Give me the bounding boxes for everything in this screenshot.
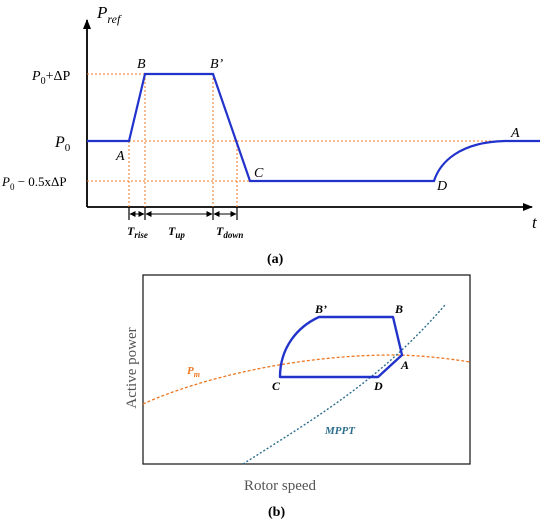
mppt-curve-label: MPPT [324,425,356,437]
b-y-axis-label: Active power [124,327,140,408]
panel-b: Pm MPPT B’ B A C D Active power Rotor sp… [124,274,471,520]
point-label-A-start: A [115,149,125,164]
operating-trajectory [278,315,404,379]
y-axis-label: Pref [96,3,122,26]
b-point-label-C: C [272,379,281,393]
interval-label-down: Tdown [216,224,243,240]
b-point-label-A: A [400,358,409,372]
b-point-label-B: B [394,302,403,316]
caption-a: (a) [267,252,284,267]
level-upper-label: P0+ΔP [31,69,70,87]
power-reference-curve [87,72,540,183]
pm-curve [142,354,471,405]
mppt-curve [242,304,446,465]
level-lower-label: P0 − 0.5xΔP [1,174,67,192]
point-label-B: B [137,57,146,72]
point-label-D: D [436,179,447,194]
x-axis-label: t [532,213,538,232]
panel-b-frame [142,274,471,465]
level-mid-label: P0 [54,134,71,154]
point-label-C: C [254,166,264,181]
interval-label-up: Tup [168,224,185,240]
b-x-axis-label: Rotor speed [244,478,317,494]
b-point-label-B-prime: B’ [314,302,327,316]
point-label-B-prime: B’ [210,57,224,72]
interval-label-rise: Trise [127,224,148,240]
b-point-label-D: D [373,379,383,393]
panel-a: Pref t P0+ΔP P0 P0 − 0.5xΔP A B B’ C D A [1,3,540,267]
caption-b: (b) [268,505,285,520]
pm-curve-label: Pm [187,365,200,379]
point-label-A-end: A [510,126,520,141]
